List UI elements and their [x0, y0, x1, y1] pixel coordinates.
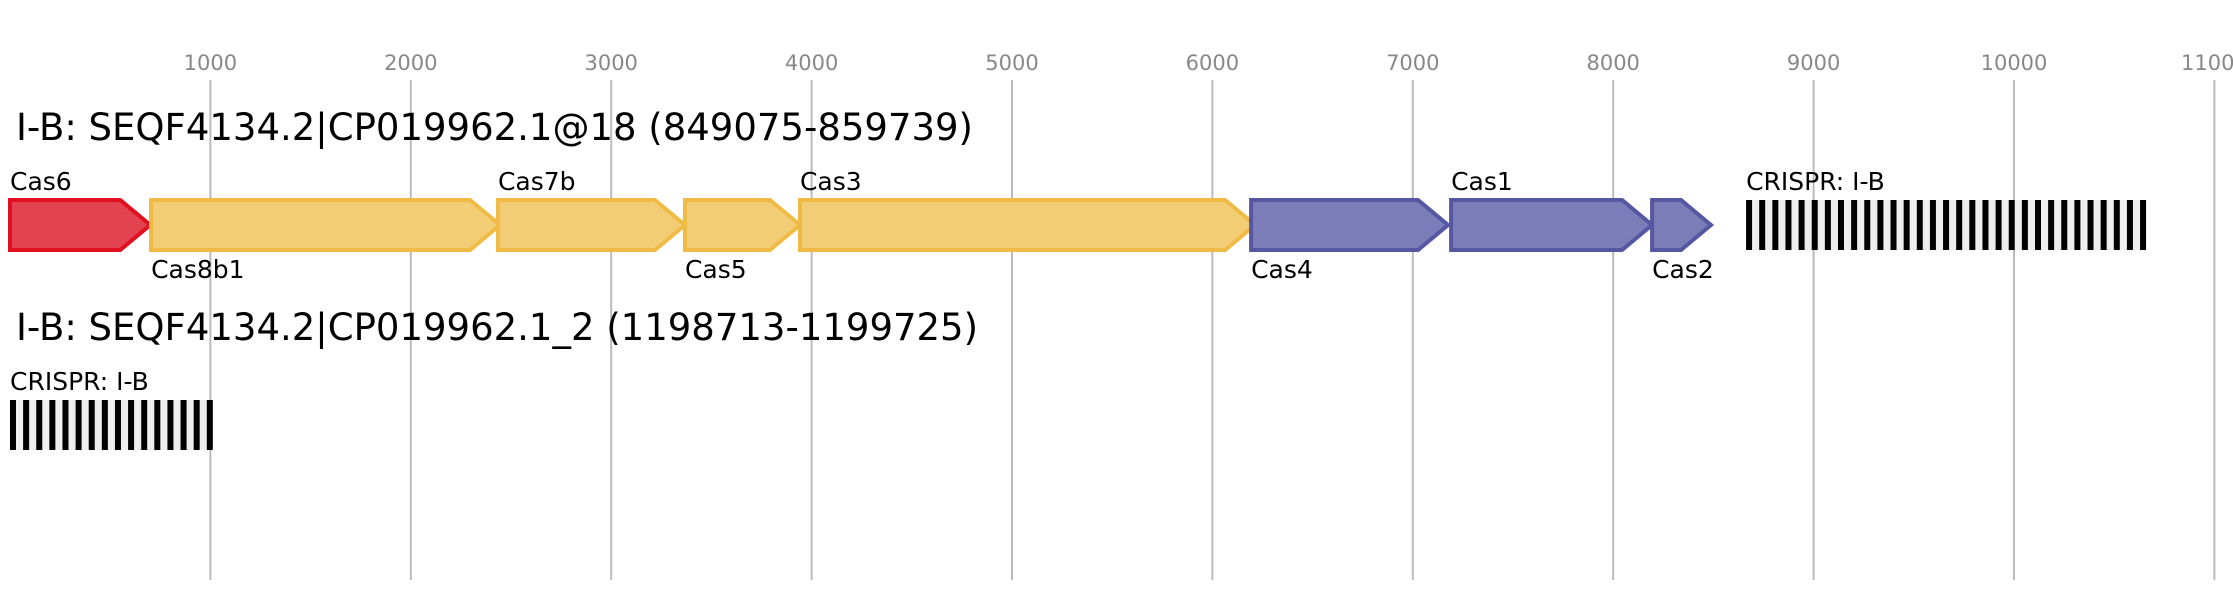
crispr-repeat: [10, 400, 16, 450]
crispr-repeat: [154, 400, 161, 450]
feature-label: Cas8b1: [151, 255, 244, 284]
crispr-repeat: [101, 400, 108, 450]
crispr-repeat: [1916, 200, 1923, 250]
gene-arrow[interactable]: [682, 198, 804, 252]
feature-label: Cas2: [1652, 255, 1714, 284]
gene-cas1[interactable]: Cas1: [1449, 167, 1656, 252]
crispr-repeat: [114, 400, 121, 450]
crispr-repeat: [1785, 200, 1792, 250]
tick-label: 11000: [2181, 51, 2233, 75]
crispr-repeat: [1903, 200, 1910, 250]
crispr-repeat: [2100, 200, 2107, 250]
crispr-repeat: [1864, 200, 1871, 250]
crispr-repeat: [167, 400, 174, 450]
crispr-repeat: [2048, 200, 2055, 250]
gene-cas2[interactable]: Cas2: [1650, 198, 1715, 284]
crispr-repeat: [2061, 200, 2068, 250]
crispr-repeat: [1890, 200, 1897, 250]
crispr-repeat: [2074, 200, 2081, 250]
crispr-repeat: [75, 400, 82, 450]
gene-arrow[interactable]: [1249, 198, 1452, 252]
crispr-repeat: [49, 400, 56, 450]
crispr-repeat: [2140, 200, 2147, 250]
tick-label: 6000: [1186, 51, 1239, 75]
locus-1: I-B: SEQF4134.2|CP019962.1@18 (849075-85…: [8, 106, 2147, 284]
gene-arrow[interactable]: [8, 198, 154, 252]
crispr-repeat: [1956, 200, 1963, 250]
gene-arrow[interactable]: [797, 198, 1259, 252]
tick-label: 7000: [1386, 51, 1439, 75]
locus-title: I-B: SEQF4134.2|CP019962.1@18 (849075-85…: [16, 106, 973, 149]
crispr-array-crispr-i-b[interactable]: CRISPR: I-B: [10, 367, 213, 450]
feature-label: Cas7b: [498, 167, 576, 196]
loci: I-B: SEQF4134.2|CP019962.1@18 (849075-85…: [8, 106, 2147, 450]
gene-arrow[interactable]: [495, 198, 689, 252]
crispr-repeat: [88, 400, 95, 450]
crispr-repeat: [193, 400, 200, 450]
crispr-repeat: [2034, 200, 2041, 250]
gene-arrow[interactable]: [149, 198, 504, 252]
feature-label: CRISPR: I-B: [1746, 167, 1885, 196]
crispr-repeat: [2126, 200, 2133, 250]
crispr-repeat: [128, 400, 135, 450]
tick-label: 10000: [1981, 51, 2048, 75]
crispr-repeat: [1837, 200, 1844, 250]
gene-arrow[interactable]: [1449, 198, 1656, 252]
crispr-repeat: [62, 400, 69, 450]
feature-label: CRISPR: I-B: [10, 367, 149, 396]
feature-label: Cas6: [10, 167, 72, 196]
crispr-background: [10, 400, 213, 450]
crispr-repeat: [141, 400, 148, 450]
crispr-repeat: [1746, 200, 1753, 250]
crispr-repeat: [1929, 200, 1936, 250]
feature-label: Cas5: [685, 255, 747, 284]
crispr-repeat: [1995, 200, 2002, 250]
gene-cas8b1[interactable]: Cas8b1: [149, 198, 504, 284]
crispr-repeat: [23, 400, 30, 450]
feature-label: Cas4: [1251, 255, 1313, 284]
locus-2: I-B: SEQF4134.2|CP019962.1_2 (1198713-11…: [10, 306, 978, 450]
crispr-repeat: [180, 400, 187, 450]
tick-label: 8000: [1586, 51, 1639, 75]
tick-label: 5000: [985, 51, 1038, 75]
tick-label: 1000: [184, 51, 237, 75]
crispr-repeat: [1877, 200, 1884, 250]
crispr-repeat: [1982, 200, 1989, 250]
crispr-repeat: [36, 400, 43, 450]
gene-cas4[interactable]: Cas4: [1249, 198, 1452, 284]
crispr-repeat: [2087, 200, 2094, 250]
crispr-repeat: [1811, 200, 1818, 250]
gene-arrow[interactable]: [1650, 198, 1715, 252]
crispr-repeat: [2021, 200, 2028, 250]
gene-cas6[interactable]: Cas6: [8, 167, 154, 252]
tick-label: 3000: [584, 51, 637, 75]
crispr-repeat: [2008, 200, 2015, 250]
axis-grid: 1000 2000 3000 4000 5000 6000 7000 8000 9000 1000…: [184, 51, 2233, 580]
crispr-array-crispr-i-b[interactable]: CRISPR: I-B: [1746, 167, 2147, 250]
crispr-repeat: [1772, 200, 1779, 250]
crispr-repeat: [206, 400, 213, 450]
tick-label: 4000: [785, 51, 838, 75]
locus-title: I-B: SEQF4134.2|CP019962.1_2 (1198713-11…: [16, 306, 978, 349]
gene-cas7b[interactable]: Cas7b: [495, 167, 689, 252]
crispr-repeat: [1798, 200, 1805, 250]
crispr-repeat: [1759, 200, 1766, 250]
crispr-repeat: [1969, 200, 1976, 250]
gene-cas3[interactable]: Cas3: [797, 167, 1259, 252]
gene-cas5[interactable]: Cas5: [682, 198, 804, 284]
tick-label: 2000: [384, 51, 437, 75]
tick-label: 9000: [1787, 51, 1840, 75]
feature-label: Cas3: [800, 167, 862, 196]
crispr-repeat: [1943, 200, 1950, 250]
crispr-repeat: [1824, 200, 1831, 250]
feature-label: Cas1: [1451, 167, 1513, 196]
crispr-repeat: [2113, 200, 2120, 250]
crispr-repeat: [1851, 200, 1858, 250]
